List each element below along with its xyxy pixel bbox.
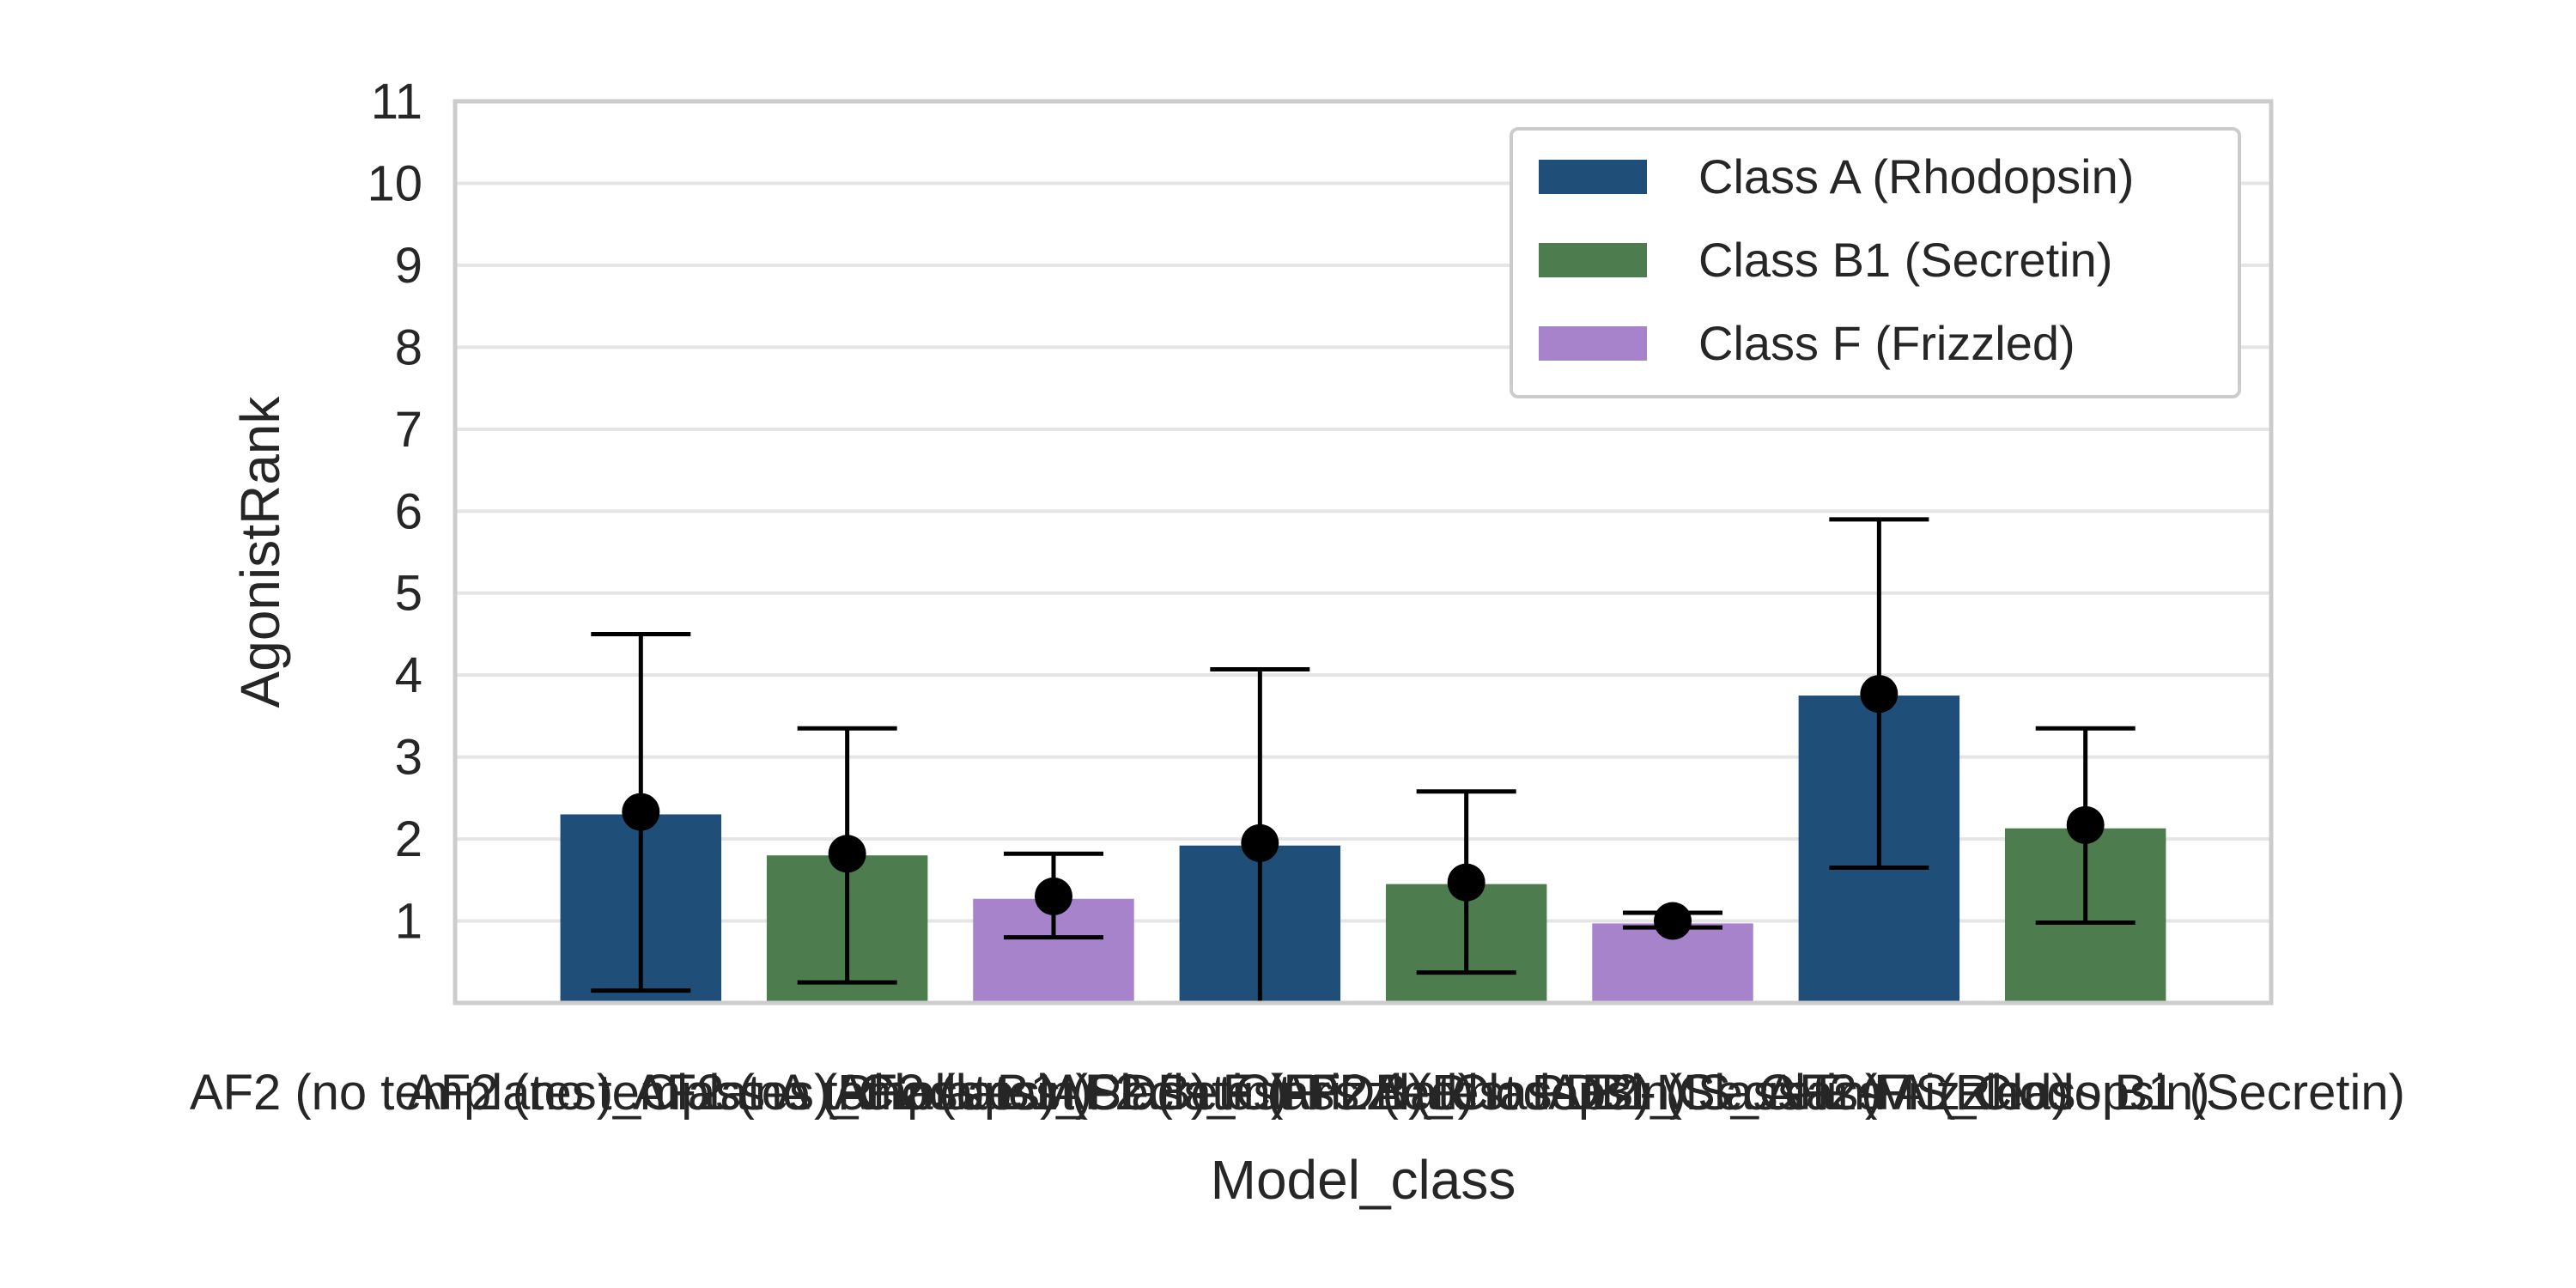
y-axis-title: AgonistRank bbox=[229, 396, 291, 708]
mean-point bbox=[1860, 675, 1899, 714]
mean-point bbox=[1241, 823, 1279, 862]
mean-point bbox=[2066, 805, 2105, 844]
mean-points-group bbox=[622, 675, 2105, 940]
y-tick-label: 3 bbox=[395, 730, 422, 786]
x-tick-label: AF2-MS_Class B1 (Secretin) bbox=[1765, 1065, 2405, 1121]
y-tick-label: 8 bbox=[395, 319, 422, 375]
legend-swatch bbox=[1539, 243, 1647, 277]
legend-label: Class B1 (Secretin) bbox=[1698, 233, 2112, 287]
y-tick-label: 10 bbox=[367, 155, 422, 211]
x-tick-label: AF2 (no templates)_Class A (Rhodopsin) bbox=[190, 1065, 1092, 1121]
mean-point bbox=[622, 793, 660, 831]
mean-point bbox=[1447, 863, 1485, 902]
y-tick-label: 7 bbox=[395, 402, 422, 458]
y-tick-label: 5 bbox=[395, 566, 422, 622]
legend-label: Class A (Rhodopsin) bbox=[1698, 149, 2134, 204]
x-tick-label: AF2-MS_Class A (Rhodopsin) bbox=[1548, 1065, 2209, 1121]
x-tick-label: AF2 (latest PDB)_Class A (Rhodopsin) bbox=[834, 1065, 1686, 1121]
legend-label: Class F (Frizzled) bbox=[1698, 316, 2075, 370]
legend-swatch bbox=[1539, 326, 1647, 361]
y-tick-label: 6 bbox=[395, 483, 422, 539]
mean-point bbox=[1034, 877, 1072, 915]
y-tick-label: 11 bbox=[371, 74, 422, 130]
legend-swatch bbox=[1539, 160, 1647, 194]
mean-point bbox=[828, 835, 866, 873]
plot-frame bbox=[453, 99, 2274, 1005]
y-tick-label: 1 bbox=[395, 894, 422, 950]
x-tick-labels: AF2 (no templates)_Class A (Rhodopsin)AF… bbox=[190, 1065, 2405, 1121]
y-tick-label: 2 bbox=[395, 811, 422, 867]
y-tick-label: 9 bbox=[395, 238, 422, 294]
x-tick-label: AF2 (no templates)_Class B1 (Secretin) bbox=[407, 1065, 1287, 1121]
x-tick-label: AF2 (latest PDB)_Class F (Frizzled) bbox=[1277, 1065, 2069, 1121]
legend-box bbox=[1510, 127, 2241, 398]
y-tick-label: 4 bbox=[395, 647, 422, 703]
x-tick-label: AF2 (no templates)_Class F (Frizzled) bbox=[633, 1065, 1474, 1121]
x-axis-title: Model_class bbox=[1211, 1149, 1516, 1211]
bars-group bbox=[560, 696, 2166, 1003]
x-tick-label: AF2 (latest PDB)_Class B1 (Secretin) bbox=[1051, 1065, 1881, 1121]
y-tick-labels: 1 2 3 4 5 6 7 8 9 10 11 bbox=[367, 74, 422, 950]
mean-point bbox=[1654, 902, 1692, 940]
legend: Class A (Rhodopsin) Class B1 (Secretin) Cl… bbox=[1510, 127, 2241, 398]
